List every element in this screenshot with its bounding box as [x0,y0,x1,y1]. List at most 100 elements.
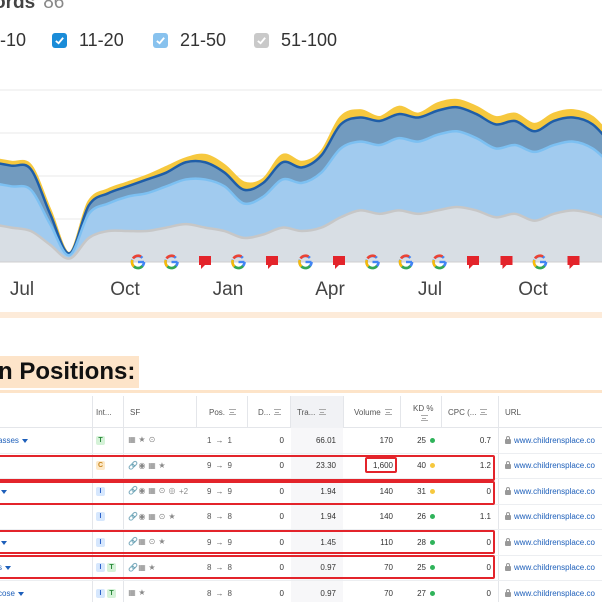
chevron-down-icon[interactable] [1,489,7,494]
google-update-icon [164,254,179,270]
keyword-link[interactable] [0,538,7,547]
column-separator[interactable] [400,396,401,427]
legend-label: -10 [0,30,27,50]
legend-item-top10[interactable]: -10 [0,30,26,51]
legend-item-21-50[interactable]: 21-50 [153,30,226,51]
column-separator[interactable] [247,396,248,427]
cpc-value: 0 [486,486,491,496]
google-update-icon [365,254,380,270]
url-cell[interactable]: www.childrensplace.co [505,505,602,530]
keyword-link[interactable]: asses [0,436,28,445]
url-link[interactable]: www.childrensplace.co [514,435,595,445]
url-cell[interactable]: www.childrensplace.co [505,428,602,453]
url-link[interactable]: www.childrensplace.co [514,512,595,522]
difference-value: 0 [279,435,284,445]
keywords-title-text: ords [0,0,36,13]
keyword-cell[interactable]: cose [0,581,92,602]
column-separator[interactable] [498,396,499,427]
url-link[interactable]: www.childrensplace.co [514,461,595,471]
col-position[interactable]: Pos. [197,396,247,428]
col-traffic[interactable]: Tra... [291,396,343,428]
position-cell: 9 → 9 [207,530,247,555]
serp-features-cell[interactable]: ▦ ★ [128,581,196,602]
sort-icon[interactable] [229,409,237,415]
serp-features-cell[interactable]: 🔗 ◉ ▦ ★ [128,454,196,479]
column-separator[interactable] [92,396,93,427]
keyword-link[interactable] [0,487,7,496]
traffic-cell: 66.01 [291,428,343,453]
serp-features-cell[interactable]: 🔗 ▦ ★ [128,556,196,581]
url-link[interactable]: www.childrensplace.co [514,588,595,598]
url-link[interactable]: www.childrensplace.co [514,486,595,496]
legend-item-11-20[interactable]: 11-20 [52,30,124,51]
sort-icon[interactable] [384,409,392,415]
serp-features-cell[interactable]: 🔗 ◉ ▦ ⊙ ◎ +2 [128,479,196,504]
cpc-cell: 0 [442,479,491,504]
kd-indicator-dot [430,590,435,596]
intent-badge: C [96,461,105,471]
chevron-down-icon[interactable] [5,566,11,571]
position-from: 1 [207,435,212,445]
url-link[interactable]: www.childrensplace.co [514,537,595,547]
chevron-down-icon[interactable] [21,438,28,443]
position-cell: 8 → 8 [207,505,247,530]
serp-features-more[interactable]: +2 [179,486,189,496]
url-cell[interactable]: www.childrensplace.co [505,479,602,504]
table-row[interactable]: I 🔗 ◉ ▦ ⊙ ◎ +2 9 → 9 0 1.94 140 31 0 www.chil… [0,479,602,505]
table-row[interactable]: I 🔗 ▦ ⊙ ★ 9 → 9 0 1.45 110 28 0 www.childre… [0,530,602,556]
keyword-cell[interactable]: s [0,556,92,581]
sort-icon[interactable] [480,409,488,415]
column-separator[interactable] [343,396,344,427]
serp-features-cell[interactable]: 🔗 ▦ ⊙ ★ [128,530,196,555]
keyword-link[interactable]: s [0,563,11,572]
cpc-value: 1.2 [479,461,491,471]
col-difference[interactable]: D... [248,396,290,428]
legend-item-51-100[interactable]: 51-100 [254,30,337,51]
url-cell[interactable]: www.childrensplace.co [505,556,602,581]
kd-value: 31 [417,486,426,496]
url-cell[interactable]: www.childrensplace.co [505,454,602,479]
sort-icon[interactable] [274,409,282,415]
positions-table: Int... SF Pos. D... Tra... Volume KD % C… [0,396,602,602]
cpc-cell: 0 [442,556,491,581]
keyword-cell[interactable]: asses [0,428,92,453]
col-url-label: URL [505,407,522,417]
keyword-link[interactable]: cose [0,589,24,598]
url-cell[interactable]: www.childrensplace.co [505,581,602,602]
col-cpc[interactable]: CPC (... [442,396,498,428]
difference-cell: 0 [248,505,284,530]
position-cell: 9 → 9 [207,479,247,504]
sort-icon[interactable] [319,409,327,415]
checkbox-icon[interactable] [52,33,67,48]
checkbox-icon[interactable] [254,33,269,48]
volume-value: 140 [379,486,393,496]
sort-icon[interactable] [421,414,428,421]
column-separator[interactable] [196,396,197,427]
column-separator[interactable] [441,396,442,427]
col-intent[interactable]: Int... [93,396,123,428]
col-url[interactable]: URL [499,396,602,428]
column-separator[interactable] [290,396,291,427]
column-separator[interactable] [123,396,124,427]
col-kd[interactable]: KD % [401,396,441,428]
chevron-down-icon[interactable] [1,540,7,545]
keyword-cell[interactable] [0,505,92,530]
keyword-cell[interactable] [0,479,92,504]
url-link[interactable]: www.childrensplace.co [514,563,595,573]
serp-features-cell[interactable]: 🔗 ◉ ▦ ⊙ ★ [128,505,196,530]
table-row[interactable]: I 🔗 ◉ ▦ ⊙ ★ 8 → 8 0 1.94 140 26 1.1 www.chil… [0,504,602,530]
table-row[interactable]: asses T ▦ ★ ⊙ 1 → 1 0 66.01 170 25 0.7 www… [0,428,602,454]
col-sf[interactable]: SF [124,396,196,428]
col-volume[interactable]: Volume [344,396,400,428]
position-to: 8 [227,588,232,598]
keyword-cell[interactable] [0,454,92,479]
table-row[interactable]: C 🔗 ◉ ▦ ★ 9 → 9 0 23.30 1,600 40 1.2 www.ch… [0,453,602,479]
url-cell[interactable]: www.childrensplace.co [505,530,602,555]
chevron-down-icon[interactable] [17,591,24,596]
serp-features-cell[interactable]: ▦ ★ ⊙ [128,428,196,453]
serp-feature-icon: ◉ [138,486,146,496]
keyword-cell[interactable] [0,530,92,555]
checkbox-icon[interactable] [153,33,168,48]
